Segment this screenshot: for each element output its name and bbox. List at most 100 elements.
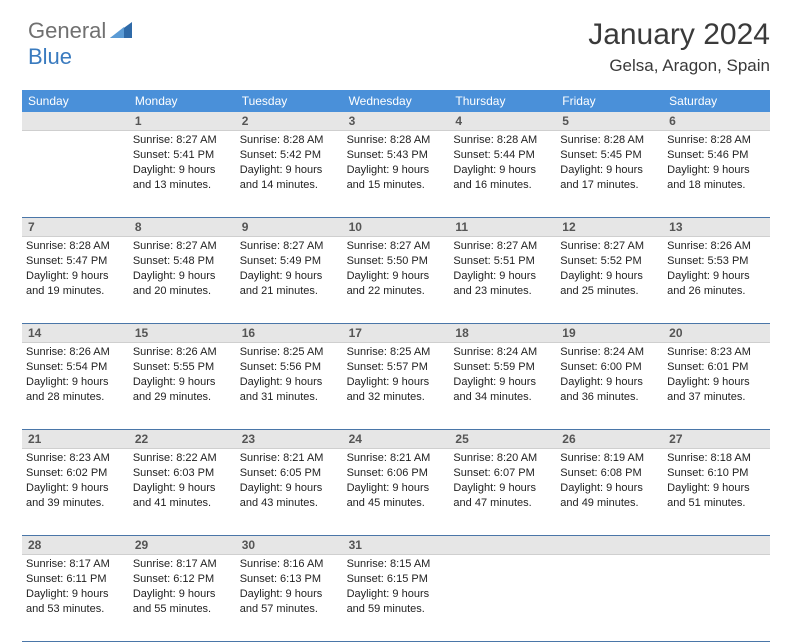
day-info: Sunrise: 8:28 AMSunset: 5:43 PMDaylight:… xyxy=(347,133,446,192)
day-cell: Sunrise: 8:23 AMSunset: 6:02 PMDaylight:… xyxy=(22,449,129,535)
sunset-text: Sunset: 5:52 PM xyxy=(560,254,659,269)
weekday-monday: Monday xyxy=(129,90,236,112)
sunset-text: Sunset: 6:11 PM xyxy=(26,572,125,587)
day-number: 21 xyxy=(22,430,129,448)
week-row: Sunrise: 8:27 AMSunset: 5:41 PMDaylight:… xyxy=(22,131,770,218)
day-info: Sunrise: 8:16 AMSunset: 6:13 PMDaylight:… xyxy=(240,557,339,616)
day-number: 31 xyxy=(343,536,450,554)
daylight-text: and 47 minutes. xyxy=(453,496,552,511)
day-cell: Sunrise: 8:28 AMSunset: 5:46 PMDaylight:… xyxy=(663,131,770,217)
daylight-text: Daylight: 9 hours xyxy=(240,587,339,602)
day-cell: Sunrise: 8:27 AMSunset: 5:52 PMDaylight:… xyxy=(556,237,663,323)
daylight-text: and 29 minutes. xyxy=(133,390,232,405)
sunrise-text: Sunrise: 8:24 AM xyxy=(453,345,552,360)
logo-text-general: General xyxy=(28,18,106,44)
weekday-sunday: Sunday xyxy=(22,90,129,112)
day-cell: Sunrise: 8:28 AMSunset: 5:47 PMDaylight:… xyxy=(22,237,129,323)
day-number: 14 xyxy=(22,324,129,342)
day-number: 1 xyxy=(129,112,236,130)
week-row: Sunrise: 8:17 AM Sunset: 6:11 PM Daylight:… xyxy=(22,555,770,642)
sunrise-text: Sunrise: 8:23 AM xyxy=(667,345,766,360)
day-cell: Sunrise: 8:27 AMSunset: 5:51 PMDaylight:… xyxy=(449,237,556,323)
day-info: Sunrise: 8:23 AMSunset: 6:02 PMDaylight:… xyxy=(26,451,125,510)
daylight-text: Daylight: 9 hours xyxy=(133,481,232,496)
sunrise-text: Sunrise: 8:21 AM xyxy=(347,451,446,466)
sunset-text: Sunset: 5:41 PM xyxy=(133,148,232,163)
sunset-text: Sunset: 5:42 PM xyxy=(240,148,339,163)
day-cell: Sunrise: 8:23 AMSunset: 6:01 PMDaylight:… xyxy=(663,343,770,429)
sunrise-text: Sunrise: 8:17 AM xyxy=(133,557,232,572)
day-info: Sunrise: 8:20 AMSunset: 6:07 PMDaylight:… xyxy=(453,451,552,510)
sunrise-text: Sunrise: 8:16 AM xyxy=(240,557,339,572)
location: Gelsa, Aragon, Spain xyxy=(588,56,770,76)
day-number: 16 xyxy=(236,324,343,342)
daylight-text: and 19 minutes. xyxy=(26,284,125,299)
day-number: 19 xyxy=(556,324,663,342)
daylight-text: Daylight: 9 hours xyxy=(560,375,659,390)
sunset-text: Sunset: 6:05 PM xyxy=(240,466,339,481)
day-cell: Sunrise: 8:24 AMSunset: 6:00 PMDaylight:… xyxy=(556,343,663,429)
day-cell xyxy=(449,555,556,641)
sunrise-text: Sunrise: 8:28 AM xyxy=(560,133,659,148)
day-number xyxy=(556,536,663,554)
daylight-text: Daylight: 9 hours xyxy=(667,163,766,178)
day-number: 10 xyxy=(343,218,450,236)
daylight-text: Daylight: 9 hours xyxy=(26,481,125,496)
day-info: Sunrise: 8:27 AMSunset: 5:52 PMDaylight:… xyxy=(560,239,659,298)
daylight-text: and 31 minutes. xyxy=(240,390,339,405)
logo-text-blue: Blue xyxy=(28,44,72,69)
weekday-saturday: Saturday xyxy=(663,90,770,112)
day-cell: Sunrise: 8:15 AMSunset: 6:15 PMDaylight:… xyxy=(343,555,450,641)
day-info: Sunrise: 8:22 AMSunset: 6:03 PMDaylight:… xyxy=(133,451,232,510)
week-row: Sunrise: 8:23 AMSunset: 6:02 PMDaylight:… xyxy=(22,449,770,536)
daylight-text: and 20 minutes. xyxy=(133,284,232,299)
day-number: 18 xyxy=(449,324,556,342)
day-number: 13 xyxy=(663,218,770,236)
sunset-text: Sunset: 5:53 PM xyxy=(667,254,766,269)
sunset-text: Sunset: 5:43 PM xyxy=(347,148,446,163)
sunrise-text: Sunrise: 8:26 AM xyxy=(667,239,766,254)
daynum-row: 123456 xyxy=(22,112,770,131)
daylight-text: Daylight: 9 hours xyxy=(26,375,125,390)
day-cell: Sunrise: 8:17 AMSunset: 6:12 PMDaylight:… xyxy=(129,555,236,641)
title-block: January 2024 Gelsa, Aragon, Spain xyxy=(588,18,770,76)
daylight-text: and 59 minutes. xyxy=(347,602,446,617)
day-cell xyxy=(556,555,663,641)
daylight-text: Daylight: 9 hours xyxy=(347,481,446,496)
day-number: 28 xyxy=(22,536,129,554)
week-row: Sunrise: 8:26 AMSunset: 5:54 PMDaylight:… xyxy=(22,343,770,430)
daylight-text: and 41 minutes. xyxy=(133,496,232,511)
sunrise-text: Sunrise: 8:19 AM xyxy=(560,451,659,466)
day-number: 2 xyxy=(236,112,343,130)
sunset-text: Sunset: 6:07 PM xyxy=(453,466,552,481)
sunset-text: Sunset: 6:01 PM xyxy=(667,360,766,375)
daylight-text: Daylight: 9 hours xyxy=(240,481,339,496)
daylight-text: Daylight: 9 hours xyxy=(133,269,232,284)
day-number: 27 xyxy=(663,430,770,448)
sunrise-text: Sunrise: 8:27 AM xyxy=(240,239,339,254)
day-number: 25 xyxy=(449,430,556,448)
weekday-friday: Friday xyxy=(556,90,663,112)
day-info: Sunrise: 8:19 AMSunset: 6:08 PMDaylight:… xyxy=(560,451,659,510)
day-cell: Sunrise: 8:18 AMSunset: 6:10 PMDaylight:… xyxy=(663,449,770,535)
daylight-text: and 39 minutes. xyxy=(26,496,125,511)
sunset-text: Sunset: 5:55 PM xyxy=(133,360,232,375)
day-number: 20 xyxy=(663,324,770,342)
sunset-text: Sunset: 6:10 PM xyxy=(667,466,766,481)
day-info: Sunrise: 8:25 AMSunset: 5:57 PMDaylight:… xyxy=(347,345,446,404)
daylight-text: and 23 minutes. xyxy=(453,284,552,299)
sunrise-text: Sunrise: 8:27 AM xyxy=(133,239,232,254)
sunset-text: Sunset: 6:02 PM xyxy=(26,466,125,481)
day-info: Sunrise: 8:24 AMSunset: 5:59 PMDaylight:… xyxy=(453,345,552,404)
sunset-text: Sunset: 5:45 PM xyxy=(560,148,659,163)
day-info: Sunrise: 8:23 AMSunset: 6:01 PMDaylight:… xyxy=(667,345,766,404)
day-number: 4 xyxy=(449,112,556,130)
day-info: Sunrise: 8:28 AMSunset: 5:45 PMDaylight:… xyxy=(560,133,659,192)
daylight-text: and 34 minutes. xyxy=(453,390,552,405)
sunrise-text: Sunrise: 8:27 AM xyxy=(453,239,552,254)
day-number xyxy=(449,536,556,554)
daylight-text: and 43 minutes. xyxy=(240,496,339,511)
daylight-text: Daylight: 9 hours xyxy=(133,163,232,178)
sunset-text: Sunset: 5:46 PM xyxy=(667,148,766,163)
daylight-text: Daylight: 9 hours xyxy=(347,163,446,178)
